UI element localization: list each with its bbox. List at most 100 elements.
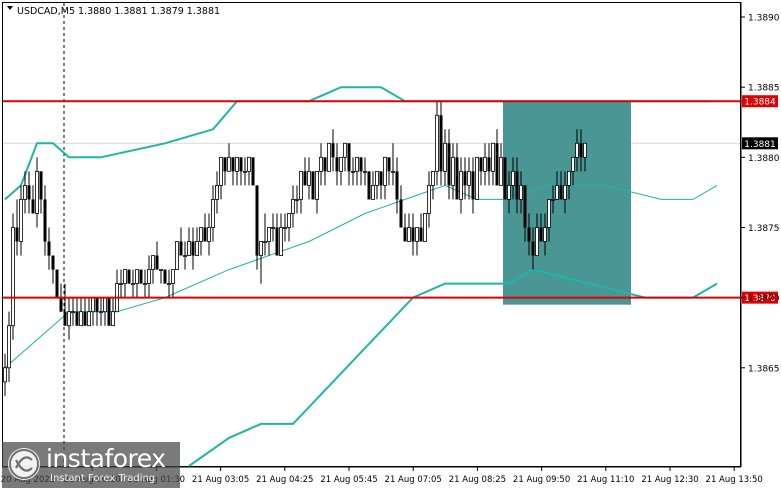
candle-body bbox=[131, 283, 135, 286]
candle bbox=[71, 297, 75, 326]
candle-body bbox=[315, 170, 319, 200]
x-tick-label: 21 Aug 13:50 bbox=[706, 475, 763, 485]
candle-body bbox=[479, 157, 483, 172]
candle-body bbox=[411, 227, 415, 242]
candle bbox=[511, 157, 515, 200]
candle-body bbox=[15, 227, 19, 242]
candle bbox=[271, 213, 275, 242]
candle-body bbox=[311, 171, 315, 200]
candle-body bbox=[135, 269, 139, 285]
candle-body bbox=[435, 114, 439, 172]
candle bbox=[67, 297, 71, 340]
candle bbox=[499, 143, 503, 186]
candle bbox=[387, 157, 391, 186]
candle-body bbox=[583, 142, 587, 158]
candle-body bbox=[507, 184, 511, 200]
candle bbox=[251, 157, 255, 186]
candle bbox=[51, 255, 55, 284]
candle bbox=[139, 269, 143, 284]
candle-body bbox=[43, 199, 47, 242]
candle bbox=[563, 171, 567, 214]
candle-body bbox=[3, 367, 7, 383]
candle bbox=[539, 213, 543, 242]
candle-body bbox=[195, 241, 199, 256]
candle bbox=[423, 213, 427, 242]
candle-body bbox=[567, 170, 571, 186]
candle bbox=[11, 213, 15, 340]
candle bbox=[527, 213, 531, 256]
candle bbox=[455, 143, 459, 200]
candle bbox=[115, 269, 119, 313]
x-tick-label: 21 Aug 12:30 bbox=[641, 475, 698, 485]
price-level-label-bg bbox=[742, 291, 778, 304]
candle-body bbox=[467, 170, 471, 186]
candle-body bbox=[351, 170, 355, 173]
candle bbox=[131, 269, 135, 298]
candle bbox=[19, 185, 23, 256]
candle-body bbox=[39, 171, 43, 200]
highlight-zone bbox=[503, 101, 631, 305]
candle-body bbox=[55, 269, 59, 298]
candle bbox=[231, 157, 235, 186]
y-tick-label: 1.3880 bbox=[748, 154, 780, 164]
candle bbox=[471, 157, 475, 214]
candle-body bbox=[559, 185, 563, 200]
candle-body bbox=[303, 171, 307, 186]
candle-body bbox=[247, 156, 251, 172]
candle bbox=[555, 171, 559, 200]
candle bbox=[451, 143, 455, 200]
chart-header: USDCAD,M5 1.3880 1.3881 1.3879 1.3881 bbox=[7, 6, 220, 17]
candle-body bbox=[151, 255, 155, 270]
candle bbox=[559, 171, 563, 200]
candle-body bbox=[243, 170, 247, 173]
candle bbox=[343, 142, 347, 172]
candle bbox=[155, 241, 159, 270]
candle bbox=[95, 297, 99, 326]
candle-body bbox=[419, 227, 423, 242]
collapse-arrow-icon[interactable] bbox=[7, 6, 13, 10]
candle bbox=[431, 170, 435, 200]
candle bbox=[583, 142, 587, 172]
candle-body bbox=[123, 269, 127, 285]
candle-body bbox=[383, 156, 387, 186]
candle bbox=[407, 213, 411, 242]
candle bbox=[243, 157, 247, 186]
candle bbox=[351, 157, 355, 186]
candle bbox=[395, 157, 399, 214]
x-tick-label: 21 Aug 05:45 bbox=[320, 475, 377, 485]
candle bbox=[419, 213, 423, 242]
candle-body bbox=[267, 227, 271, 242]
candle-body bbox=[459, 170, 463, 200]
candle-body bbox=[183, 255, 187, 257]
candle-body bbox=[283, 227, 287, 229]
candle-body bbox=[59, 297, 63, 312]
candle bbox=[179, 227, 183, 256]
candle bbox=[143, 269, 147, 298]
candle-body bbox=[563, 184, 567, 200]
candle-body bbox=[71, 311, 75, 314]
candle-body bbox=[355, 156, 359, 172]
candle bbox=[147, 255, 151, 298]
candle bbox=[391, 143, 395, 186]
candle bbox=[55, 269, 59, 298]
candle-body bbox=[139, 269, 143, 284]
candle-body bbox=[427, 184, 431, 214]
candle-body bbox=[79, 311, 83, 327]
candle bbox=[267, 227, 271, 256]
candle bbox=[483, 143, 487, 186]
candle-body bbox=[347, 143, 351, 172]
y-tick-label: 1.3885 bbox=[748, 84, 780, 94]
candle bbox=[443, 129, 447, 186]
candle bbox=[575, 129, 579, 172]
candle-body bbox=[367, 171, 371, 200]
candle bbox=[491, 142, 495, 186]
candle bbox=[415, 227, 419, 256]
x-tick-label: 21 Aug 08:25 bbox=[449, 475, 506, 485]
candle-body bbox=[447, 143, 451, 186]
candle-body bbox=[279, 227, 283, 256]
candle-body bbox=[271, 227, 275, 229]
candle-body bbox=[291, 199, 295, 214]
candle bbox=[23, 171, 27, 214]
candle bbox=[31, 185, 35, 214]
candle-body bbox=[371, 184, 375, 200]
